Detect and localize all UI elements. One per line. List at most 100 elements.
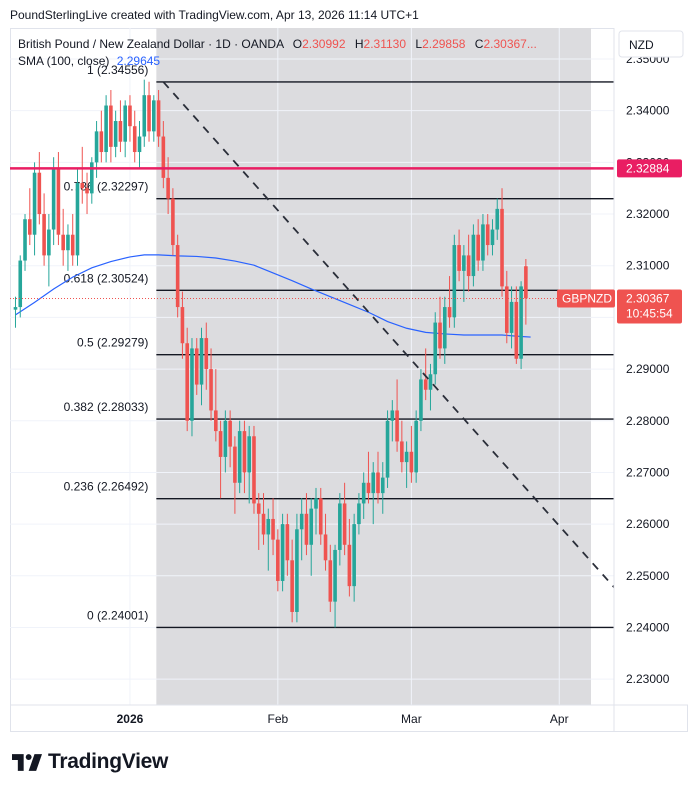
candle [504,270,509,344]
candle-body [180,307,185,344]
candle [395,379,399,452]
candle [419,369,423,432]
candle [51,157,56,246]
candle-body [304,513,309,545]
candle-body [318,498,323,535]
candle-body [380,477,385,494]
y-tick-label: 2.24000 [626,620,670,634]
y-tick-label: 2.26000 [626,517,670,531]
candle [137,121,142,168]
candle [500,188,504,297]
candle [204,322,209,390]
candle-body [247,436,252,473]
candle [514,286,519,364]
candle-body [438,322,442,349]
candle [80,146,85,204]
candle [423,348,428,401]
candle [295,513,299,623]
candle [61,208,65,266]
candle-body [23,219,27,261]
candle [490,219,495,256]
tradingview-logo[interactable]: TradingView [12,750,168,774]
candle [433,312,438,385]
candle-body [75,183,80,256]
legend-high-value: 2.31130 [363,37,407,51]
legend-symbol[interactable]: British Pound / New Zealand Dollar · 1D … [18,37,284,51]
candle-body [27,219,32,235]
x-tick-label: Feb [267,712,288,726]
candle-body [252,436,256,504]
fib-level-label: 0.236 (2.26492) [64,480,149,494]
fib-level-label: 1 (2.34556) [87,63,148,77]
candle-body [299,513,304,530]
candle-body [66,234,70,251]
candle-body [500,208,504,287]
candle-body [280,524,285,581]
candle [333,544,337,628]
candle [47,214,51,287]
candle-body [314,498,318,509]
candle [447,276,452,328]
candle-body [128,105,132,127]
candle-body [333,549,337,602]
candle-body [132,126,137,153]
sma-line [15,254,531,338]
candle [266,508,271,571]
candle-body [194,348,199,385]
candle [42,193,46,266]
candle [390,400,395,442]
candle-body [118,121,123,142]
candle [90,157,94,204]
candle-body [142,95,147,137]
candle [290,539,294,623]
candle-body [509,301,514,333]
candle [299,498,304,561]
candle [509,286,514,349]
shaded-region [156,28,591,705]
candle [414,410,418,483]
candle-body [290,560,294,612]
candle [519,281,523,370]
candle [347,518,352,597]
candle [209,348,213,421]
candle-body [271,518,275,540]
fib-level-label: 0 (2.24001) [87,608,148,622]
candle-body [228,420,232,447]
fib-level-label: 0.382 (2.28033) [64,400,149,414]
candle [152,95,156,142]
candle-body [190,348,194,421]
candle-body [323,534,328,561]
candle-body [361,482,366,504]
candle [371,462,376,525]
legend-open-label: O [292,37,303,51]
candle-body [199,338,204,385]
last-price-tag [617,289,682,324]
candle [485,214,490,256]
candle-body [295,529,299,612]
candle [113,110,118,158]
candle [194,338,199,395]
candle [376,451,380,504]
trend-line [162,81,651,629]
candle [256,493,261,550]
legend-sma-label[interactable]: SMA (100, close) [18,54,110,68]
candle-body [161,136,166,178]
candle-body [113,121,118,147]
candle-body [233,446,237,483]
candle-body [466,255,471,277]
candle [190,338,194,437]
candle [37,152,42,225]
candle [309,498,314,576]
candle-body [80,183,85,189]
candle-body [214,410,218,432]
candle [481,214,485,271]
candle [13,296,18,328]
candle-body [328,560,333,602]
price-axis [614,28,688,705]
candle [18,255,23,318]
y-tick-label: 2.28000 [626,414,670,428]
candle-body [61,234,65,251]
candle [352,513,356,602]
candle [218,420,223,499]
